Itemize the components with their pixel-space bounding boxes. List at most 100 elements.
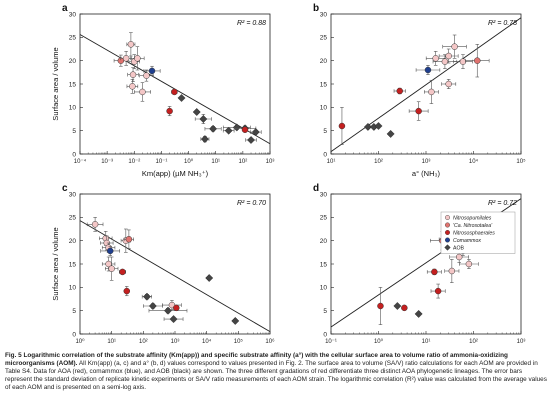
data-point bbox=[119, 268, 126, 276]
data-point-group bbox=[105, 256, 119, 281]
data-point-group bbox=[442, 34, 467, 59]
data-point-group bbox=[204, 124, 222, 133]
y-tick-label: 25 bbox=[320, 215, 328, 222]
data-point-group bbox=[465, 44, 490, 78]
panel-letter: a bbox=[62, 3, 68, 14]
x-axis-label: a° (NH₃ + NH₄⁺) bbox=[399, 349, 454, 350]
y-tick-label: 30 bbox=[69, 11, 77, 18]
y-tick-label: 15 bbox=[320, 81, 328, 88]
x-tick-label: 10³ bbox=[171, 339, 180, 345]
panel-b: 0 5 10 15 20 25 30 10¹ 10² 10³ 10⁴ 10⁵ b R² = 0.78 a° … bbox=[313, 3, 526, 178]
x-tick-label: 10¹ bbox=[211, 159, 220, 165]
data-point bbox=[377, 302, 384, 310]
data-point-group bbox=[438, 48, 459, 64]
y-tick-label: 25 bbox=[69, 215, 77, 222]
x-tick-label: 10⁵ bbox=[516, 158, 526, 165]
data-point bbox=[386, 129, 395, 138]
y-tick-label: 0 bbox=[323, 331, 327, 338]
data-point-group bbox=[444, 259, 460, 283]
data-point-group bbox=[245, 136, 257, 144]
data-point bbox=[143, 72, 150, 79]
legend-marker bbox=[445, 237, 451, 243]
data-point-group bbox=[148, 306, 188, 315]
x-tick-label: 10¹ bbox=[327, 159, 336, 165]
x-tick-label: 10³ bbox=[517, 339, 526, 345]
data-point-group bbox=[127, 67, 139, 82]
data-point-group bbox=[374, 122, 383, 130]
data-point-group bbox=[459, 259, 479, 269]
data-point bbox=[192, 108, 201, 116]
data-point bbox=[428, 88, 435, 96]
x-axis-label: Km(app) (µM NH₃⁺) bbox=[142, 169, 209, 178]
data-point-group bbox=[364, 122, 372, 131]
data-point bbox=[177, 94, 186, 102]
data-point bbox=[374, 122, 383, 130]
x-tick-label: 10⁴ bbox=[202, 338, 212, 345]
data-point-group bbox=[166, 106, 173, 117]
data-point bbox=[164, 306, 172, 315]
legend-marker bbox=[445, 222, 451, 228]
x-tick-label: 10³ bbox=[266, 159, 275, 165]
r-squared-label: R² = 0.88 bbox=[237, 20, 266, 27]
legend: Nitrosopumilales'Ca. Nitrosotalea' Nitros… bbox=[440, 211, 516, 254]
data-point-group bbox=[250, 128, 262, 137]
panel-letter: c bbox=[62, 183, 68, 194]
data-point bbox=[465, 260, 473, 268]
data-point-group bbox=[143, 302, 163, 310]
data-point bbox=[134, 55, 141, 62]
data-point bbox=[200, 135, 209, 144]
data-point-group bbox=[100, 245, 121, 256]
data-point-group bbox=[393, 87, 406, 95]
data-point bbox=[448, 267, 456, 275]
data-point bbox=[432, 55, 439, 62]
panel-a: 0 5 10 15 20 25 30 10⁻⁴ 10⁻³ 10⁻² 10⁻¹ 10⁰ 10¹ 10² 10³… bbox=[51, 3, 274, 178]
data-point bbox=[123, 287, 131, 295]
x-tick-label: 10⁻¹ bbox=[325, 339, 337, 345]
data-point bbox=[224, 126, 233, 135]
x-tick-label: 10² bbox=[139, 339, 148, 345]
legend-label: AOB bbox=[453, 246, 464, 252]
data-point bbox=[142, 292, 151, 301]
data-point-group bbox=[141, 292, 152, 301]
data-point bbox=[241, 126, 249, 133]
y-tick-label: 15 bbox=[69, 261, 77, 268]
data-point bbox=[455, 253, 463, 261]
legend-marker bbox=[445, 214, 451, 220]
plot-frame bbox=[330, 13, 522, 155]
data-point-group bbox=[139, 69, 154, 82]
y-tick-label: 15 bbox=[69, 81, 77, 88]
data-point bbox=[122, 55, 130, 62]
y-tick-label: 5 bbox=[72, 128, 76, 135]
data-point bbox=[434, 287, 442, 295]
y-tick-label: 20 bbox=[320, 58, 328, 65]
x-tick-label: 10⁰ bbox=[75, 338, 85, 345]
legend-label: 'Ca. Nitrosotalea' bbox=[453, 223, 493, 229]
x-tick-label: 10¹ bbox=[107, 339, 116, 345]
data-point-group bbox=[194, 114, 212, 124]
data-point bbox=[401, 304, 408, 312]
caption-lead: Fig. 5 Logarithmic correlation of the su… bbox=[5, 352, 508, 368]
data-point bbox=[148, 67, 156, 75]
data-point-group bbox=[177, 94, 186, 102]
data-point-group bbox=[231, 316, 240, 325]
x-tick-label: 10⁻³ bbox=[101, 159, 113, 165]
data-point-group bbox=[426, 268, 442, 276]
data-point bbox=[148, 302, 157, 310]
data-point bbox=[91, 221, 99, 228]
y-axis-label: Surface area / volume bbox=[51, 47, 60, 120]
data-point-group bbox=[163, 315, 184, 324]
data-point bbox=[232, 123, 241, 132]
y-tick-label: 20 bbox=[69, 58, 77, 65]
y-tick-label: 20 bbox=[320, 238, 328, 245]
data-point bbox=[129, 71, 137, 78]
data-point bbox=[441, 58, 449, 65]
x-tick-label: 10⁴ bbox=[469, 158, 479, 165]
x-tick-label: 10⁻¹ bbox=[156, 159, 168, 165]
data-point-group bbox=[401, 304, 408, 312]
y-tick-label: 0 bbox=[72, 331, 76, 338]
data-point bbox=[231, 316, 240, 325]
x-tick-label: 10⁵ bbox=[234, 338, 244, 345]
y-tick-label: 5 bbox=[323, 308, 327, 315]
data-point bbox=[414, 309, 423, 318]
y-tick-label: 25 bbox=[320, 35, 328, 42]
